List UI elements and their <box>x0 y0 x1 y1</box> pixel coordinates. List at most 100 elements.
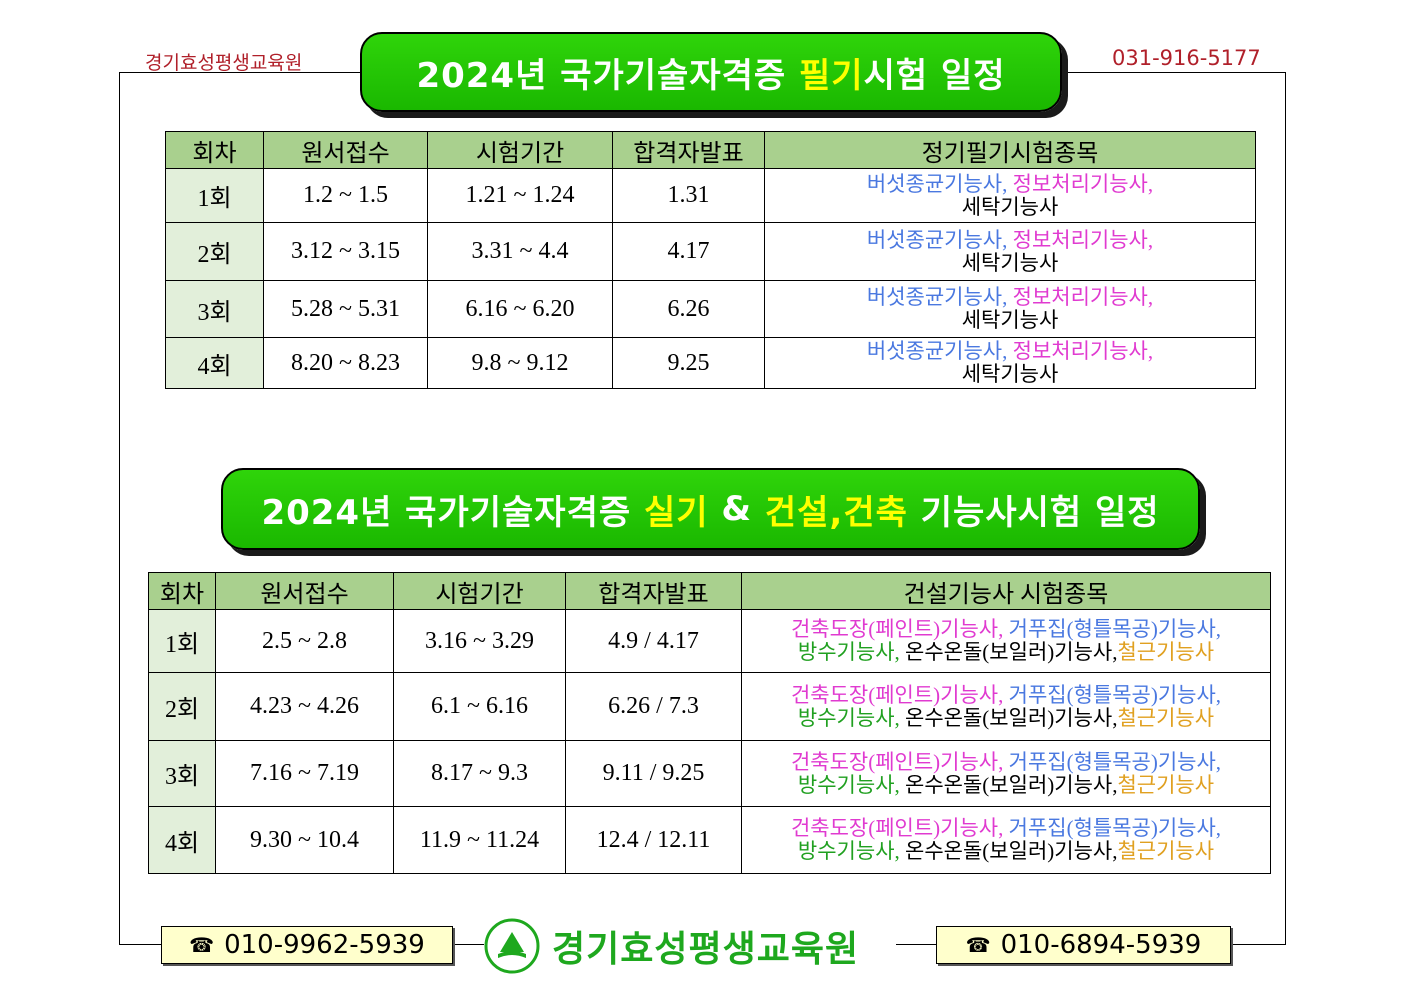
subject-name: 버섯종균기능사, <box>866 285 1008 309</box>
round-cell: 1회 <box>148 609 216 673</box>
phone-number: 010-9962-5939 <box>224 930 425 960</box>
written-exam-banner: 2024년 국가기술자격증 필기 시험 일정 <box>360 32 1062 112</box>
subject-name: 건축도장(페인트)기능사, <box>790 682 1004 707</box>
subject-name: 방수기능사, <box>797 640 900 664</box>
apply-period-cell: 4.23 ~ 4.26 <box>215 672 394 741</box>
apply-period-cell: 1.2 ~ 1.5 <box>263 168 428 223</box>
subjects-cell: 건축도장(페인트)기능사, 거푸집(형틀목공)기능사, 방수기능사, 온수온돌(보… <box>741 609 1271 673</box>
subject-name: 세탁기능사 <box>961 308 1059 332</box>
subjects-cell: 버섯종균기능사, 정보처리기능사, 세탁기능사 <box>764 222 1256 281</box>
subject-name: 방수기능사, <box>797 839 900 863</box>
subjects-cell: 건축도장(페인트)기능사, 거푸집(형틀목공)기능사, 방수기능사, 온수온돌(보… <box>741 672 1271 741</box>
apply-period-cell: 8.20 ~ 8.23 <box>263 337 428 389</box>
column-header: 정기필기시험종목 <box>764 131 1256 169</box>
apply-period-cell: 9.30 ~ 10.4 <box>215 806 394 874</box>
subject-name: 정보처리기능사, <box>1007 227 1154 252</box>
table-row: 4회 8.20 ~ 8.23 9.8 ~ 9.12 9.25 버섯종균기능사, 정보처리… <box>165 337 1256 389</box>
frame-line <box>1230 944 1286 945</box>
phone-number: 031-916-5177 <box>1112 46 1261 70</box>
logo-emblem <box>484 918 540 974</box>
column-header: 건설기능사 시험종목 <box>741 572 1271 610</box>
column-header: 회차 <box>148 572 216 610</box>
practical-exam-table: 회차 원서접수 시험기간 합격자발표 건설기능사 시험종목 1회 2.5 ~ 2.8 3.16… <box>148 572 1271 874</box>
banner-text: 기능사시험 일정 <box>907 492 1160 533</box>
table-row: 3회 5.28 ~ 5.31 6.16 ~ 6.20 6.26 버섯종균기능사, 정보처… <box>165 280 1256 338</box>
subject-name: 건축도장(페인트)기능사, <box>790 816 1004 840</box>
subject-name: 거푸집(형틀목공)기능사, <box>1003 617 1222 641</box>
phone-icon: ☎ <box>965 933 991 957</box>
result-date-cell: 9.11 / 9.25 <box>565 740 742 807</box>
frame-line <box>452 944 484 945</box>
subject-name: 정보처리기능사, <box>1007 171 1154 196</box>
subject-name: 철근기능사 <box>1117 705 1215 730</box>
table-row: 2회 4.23 ~ 4.26 6.1 ~ 6.16 6.26 / 7.3 건축도장(페인… <box>148 672 1271 741</box>
table-row: 3회 7.16 ~ 7.19 8.17 ~ 9.3 9.11 / 9.25 건축도장(페… <box>148 740 1271 807</box>
subjects-cell: 버섯종균기능사, 정보처리기능사, 세탁기능사 <box>764 280 1256 338</box>
banner-highlight: 건설,건축 <box>764 492 908 533</box>
org-name: 경기효성평생교육원 <box>145 52 303 74</box>
subjects-cell: 버섯종균기능사, 정보처리기능사, 세탁기능사 <box>764 337 1256 389</box>
exam-period-cell: 11.9 ~ 11.24 <box>393 806 566 874</box>
round-cell: 2회 <box>148 672 216 741</box>
column-header: 시험기간 <box>393 572 566 610</box>
subject-name: 철근기능사 <box>1117 839 1215 863</box>
column-header: 합격자발표 <box>565 572 742 610</box>
table-row: 2회 3.12 ~ 3.15 3.31 ~ 4.4 4.17 버섯종균기능사, 정보처리… <box>165 222 1256 281</box>
round-cell: 2회 <box>165 222 264 281</box>
apply-period-cell: 5.28 ~ 5.31 <box>263 280 428 338</box>
result-date-cell: 9.25 <box>612 337 765 389</box>
table-row: 1회 1.2 ~ 1.5 1.21 ~ 1.24 1.31 버섯종균기능사, 정보처리기… <box>165 168 1256 223</box>
round-cell: 3회 <box>148 740 216 807</box>
subject-name: 정보처리기능사, <box>1007 339 1154 363</box>
subject-name: 철근기능사 <box>1117 640 1215 664</box>
subject-name: 거푸집(형틀목공)기능사, <box>1003 816 1222 840</box>
subject-name: 온수온돌(보일러)기능사, <box>899 640 1118 664</box>
subject-name: 버섯종균기능사, <box>866 339 1008 363</box>
phone-number: 010-6894-5939 <box>1000 930 1202 960</box>
subject-name: 방수기능사, <box>797 772 900 797</box>
round-cell: 3회 <box>165 280 264 338</box>
result-date-cell: 4.17 <box>612 222 765 281</box>
exam-period-cell: 8.17 ~ 9.3 <box>393 740 566 807</box>
result-date-cell: 6.26 / 7.3 <box>565 672 742 741</box>
round-cell: 4회 <box>148 806 216 874</box>
frame-line <box>1285 72 1286 945</box>
exam-period-cell: 1.21 ~ 1.24 <box>427 168 613 223</box>
subject-name: 온수온돌(보일러)기능사, <box>899 839 1118 863</box>
footer-org-name: 경기효성평생교육원 <box>552 929 860 970</box>
result-date-cell: 6.26 <box>612 280 765 338</box>
subject-name: 방수기능사, <box>797 705 900 730</box>
subject-name: 버섯종균기능사, <box>866 171 1008 196</box>
phone-box-left: ☎ 010-9962-5939 <box>161 926 453 964</box>
practical-exam-banner: 2024년 국가기술자격증 실기 & 건설,건축 기능사시험 일정 <box>221 468 1200 550</box>
subject-name: 온수온돌(보일러)기능사, <box>899 705 1118 730</box>
frame-line <box>119 72 120 945</box>
subject-name: 버섯종균기능사, <box>866 227 1008 252</box>
result-date-cell: 12.4 / 12.11 <box>565 806 742 874</box>
subjects-cell: 건축도장(페인트)기능사, 거푸집(형틀목공)기능사, 방수기능사, 온수온돌(보… <box>741 740 1271 807</box>
frame-line <box>896 944 936 945</box>
column-header: 시험기간 <box>427 131 613 169</box>
apply-period-cell: 2.5 ~ 2.8 <box>215 609 394 673</box>
banner-text: 2024년 국가기술자격증 <box>416 55 799 96</box>
table-row: 4회 9.30 ~ 10.4 11.9 ~ 11.24 12.4 / 12.11 건축도… <box>148 806 1271 874</box>
subject-name: 정보처리기능사, <box>1007 285 1154 309</box>
subjects-cell: 버섯종균기능사, 정보처리기능사, 세탁기능사 <box>764 168 1256 223</box>
banner-text: 시험 일정 <box>863 55 1006 96</box>
exam-period-cell: 6.16 ~ 6.20 <box>427 280 613 338</box>
subject-name: 건축도장(페인트)기능사, <box>790 749 1004 774</box>
exam-period-cell: 3.16 ~ 3.29 <box>393 609 566 673</box>
subject-name: 거푸집(형틀목공)기능사, <box>1003 682 1222 707</box>
exam-period-cell: 9.8 ~ 9.12 <box>427 337 613 389</box>
result-date-cell: 4.9 / 4.17 <box>565 609 742 673</box>
apply-period-cell: 7.16 ~ 7.19 <box>215 740 394 807</box>
written-exam-table: 회차 원서접수 시험기간 합격자발표 정기필기시험종목 1회 1.2 ~ 1.5 1.21 ~… <box>165 131 1256 389</box>
phone-icon: ☎ <box>189 933 215 957</box>
banner-highlight: 실기 <box>643 492 709 533</box>
apply-period-cell: 3.12 ~ 3.15 <box>263 222 428 281</box>
subject-name: 세탁기능사 <box>961 362 1059 386</box>
subject-name: 거푸집(형틀목공)기능사, <box>1003 749 1222 774</box>
result-date-cell: 1.31 <box>612 168 765 223</box>
subject-name: 온수온돌(보일러)기능사, <box>899 772 1118 797</box>
banner-text: 2024년 국가기술자격증 <box>261 492 644 533</box>
